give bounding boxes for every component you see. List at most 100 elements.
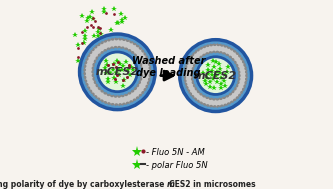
- Circle shape: [85, 88, 88, 91]
- Circle shape: [89, 51, 92, 53]
- Circle shape: [93, 64, 96, 66]
- Circle shape: [224, 104, 227, 107]
- Circle shape: [243, 57, 247, 60]
- Circle shape: [225, 57, 228, 60]
- Circle shape: [194, 67, 197, 70]
- Circle shape: [104, 52, 107, 55]
- Circle shape: [184, 83, 187, 86]
- Circle shape: [95, 81, 97, 84]
- Circle shape: [184, 91, 188, 94]
- Circle shape: [206, 93, 209, 96]
- Circle shape: [200, 43, 203, 46]
- Circle shape: [98, 39, 101, 42]
- Circle shape: [125, 93, 128, 95]
- Circle shape: [200, 105, 203, 108]
- Circle shape: [94, 96, 97, 98]
- Circle shape: [196, 84, 199, 87]
- Circle shape: [191, 96, 194, 98]
- Circle shape: [108, 103, 110, 105]
- Circle shape: [183, 72, 185, 75]
- Circle shape: [182, 84, 185, 88]
- Circle shape: [83, 85, 86, 88]
- Circle shape: [152, 70, 155, 74]
- Circle shape: [150, 59, 153, 62]
- Circle shape: [108, 35, 112, 38]
- Circle shape: [217, 43, 220, 46]
- Circle shape: [245, 67, 248, 70]
- Circle shape: [137, 74, 140, 77]
- Circle shape: [80, 70, 83, 73]
- Circle shape: [138, 60, 140, 63]
- Circle shape: [243, 91, 247, 94]
- Text: Washed after: Washed after: [132, 57, 205, 66]
- Circle shape: [200, 92, 202, 95]
- Circle shape: [206, 96, 208, 98]
- Circle shape: [194, 81, 197, 84]
- Circle shape: [98, 101, 101, 105]
- Circle shape: [241, 94, 245, 97]
- Circle shape: [107, 90, 110, 93]
- Circle shape: [104, 91, 107, 94]
- Circle shape: [104, 50, 107, 52]
- Circle shape: [180, 40, 251, 112]
- Text: - Fluo 5N - AM: - Fluo 5N - AM: [146, 148, 205, 157]
- Circle shape: [203, 104, 205, 106]
- Circle shape: [180, 74, 183, 77]
- Circle shape: [233, 99, 236, 102]
- Circle shape: [228, 43, 231, 46]
- Circle shape: [197, 103, 200, 107]
- Circle shape: [232, 64, 235, 67]
- Circle shape: [186, 54, 190, 57]
- Circle shape: [203, 94, 205, 97]
- Circle shape: [231, 103, 234, 107]
- Circle shape: [140, 67, 143, 70]
- Circle shape: [194, 77, 197, 81]
- Circle shape: [180, 70, 183, 74]
- Circle shape: [189, 97, 192, 100]
- Circle shape: [131, 54, 134, 57]
- Circle shape: [217, 108, 221, 111]
- Text: mCES2: mCES2: [194, 71, 237, 81]
- Circle shape: [143, 94, 146, 98]
- Circle shape: [139, 94, 142, 97]
- Circle shape: [149, 85, 152, 88]
- Circle shape: [89, 94, 92, 98]
- Circle shape: [219, 97, 222, 99]
- Circle shape: [107, 93, 110, 95]
- Circle shape: [101, 86, 104, 89]
- Circle shape: [237, 99, 240, 102]
- Circle shape: [111, 94, 113, 97]
- Circle shape: [194, 71, 197, 74]
- Circle shape: [92, 43, 95, 47]
- Circle shape: [222, 55, 225, 58]
- Circle shape: [139, 77, 142, 80]
- Circle shape: [151, 63, 154, 66]
- Circle shape: [91, 48, 94, 50]
- Circle shape: [235, 74, 238, 77]
- Circle shape: [234, 81, 237, 84]
- Circle shape: [199, 102, 202, 105]
- Circle shape: [183, 76, 185, 79]
- Circle shape: [128, 91, 131, 94]
- Circle shape: [80, 67, 83, 70]
- Circle shape: [223, 96, 225, 98]
- Circle shape: [234, 101, 237, 105]
- Circle shape: [237, 49, 240, 52]
- Circle shape: [199, 46, 202, 49]
- Circle shape: [95, 63, 98, 66]
- Circle shape: [133, 84, 136, 87]
- Circle shape: [210, 40, 214, 43]
- Circle shape: [222, 93, 225, 96]
- Text: dye loading: dye loading: [136, 68, 201, 78]
- Circle shape: [111, 91, 114, 94]
- Circle shape: [118, 46, 121, 49]
- Circle shape: [151, 78, 154, 81]
- Circle shape: [227, 103, 230, 106]
- Circle shape: [246, 74, 248, 77]
- Circle shape: [125, 48, 128, 51]
- Circle shape: [114, 94, 117, 97]
- Circle shape: [99, 87, 101, 89]
- Circle shape: [193, 64, 196, 67]
- Circle shape: [206, 105, 209, 108]
- Circle shape: [139, 64, 142, 66]
